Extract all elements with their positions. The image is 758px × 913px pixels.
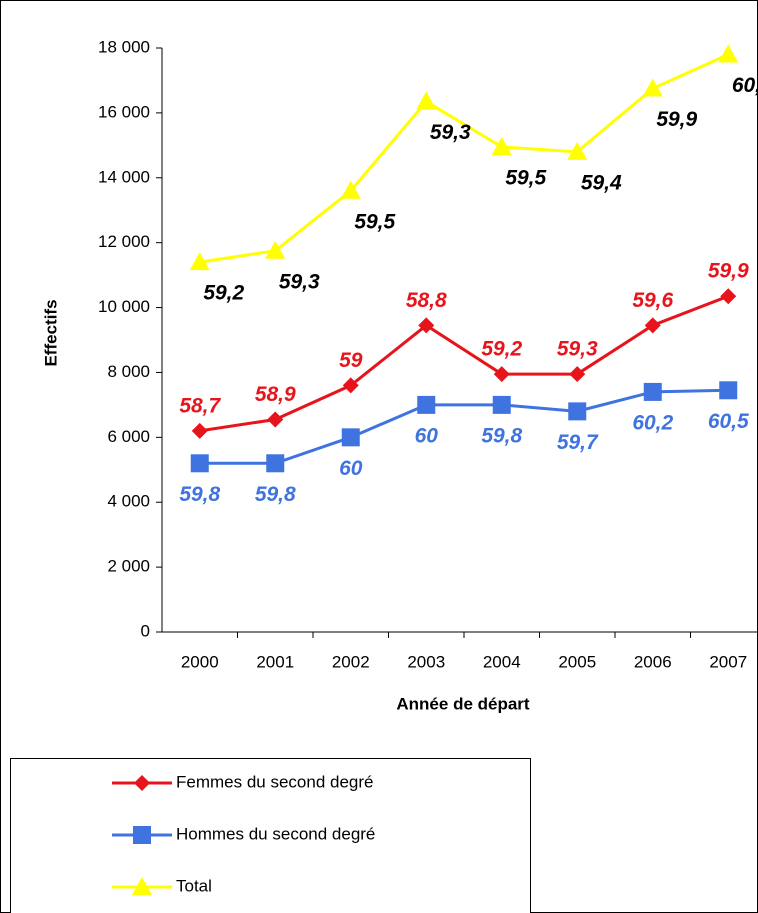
data-point [190, 454, 209, 473]
data-point [569, 366, 586, 383]
y-tick-label: 0 [141, 621, 150, 640]
data-point [568, 402, 587, 421]
data-point [267, 411, 284, 428]
data-point [643, 382, 662, 401]
data-point [491, 136, 512, 155]
data-point [719, 381, 738, 400]
y-tick-label: 2 000 [107, 557, 150, 576]
point-label: 59,3 [557, 338, 598, 361]
data-point [265, 240, 286, 259]
point-label: 59,7 [557, 431, 599, 454]
point-label: 59,6 [632, 289, 673, 312]
data-point [417, 395, 436, 414]
y-tick-label: 12 000 [98, 232, 150, 251]
y-tick-label: 4 000 [107, 492, 150, 511]
x-tick-label: 2002 [332, 652, 370, 671]
data-point [341, 428, 360, 447]
x-tick-label: 2001 [256, 652, 294, 671]
legend-marker [134, 775, 150, 791]
point-label: 60,2 [632, 411, 673, 434]
point-label: 59,3 [430, 121, 471, 144]
series-line [199, 53, 729, 264]
point-label: 60 [415, 424, 439, 447]
data-point [416, 91, 437, 110]
point-label: 59,5 [505, 167, 546, 190]
point-label: 59,5 [354, 210, 395, 233]
point-label: 59,4 [581, 171, 622, 194]
point-label: 59,8 [179, 483, 220, 506]
point-label: 60,2 [732, 74, 758, 97]
point-label: 60,5 [708, 410, 749, 433]
series-line [199, 388, 729, 465]
legend-label: Total [176, 876, 212, 895]
data-point [567, 141, 588, 160]
legend-marker [133, 826, 151, 844]
data-point [340, 180, 361, 199]
x-tick-label: 2003 [407, 652, 445, 671]
point-label: 59 [339, 349, 363, 372]
point-label: 59,9 [656, 108, 697, 131]
y-tick-label: 14 000 [98, 167, 150, 186]
y-tick-label: 6 000 [107, 427, 150, 446]
x-tick-label: 2000 [181, 652, 219, 671]
y-axis-label: Effectifs [41, 299, 60, 366]
point-label: 60 [339, 457, 363, 480]
series-line [199, 294, 729, 433]
legend-label: Hommes du second degré [176, 824, 375, 843]
point-label: 58,8 [406, 289, 447, 312]
data-point [342, 377, 359, 394]
x-tick-label: 2004 [483, 652, 521, 671]
data-point [644, 317, 661, 334]
data-point [718, 44, 739, 63]
data-point [418, 317, 435, 334]
data-point [720, 288, 737, 305]
y-tick-label: 10 000 [98, 297, 150, 316]
data-point [266, 454, 285, 473]
data-point [492, 395, 511, 414]
y-tick-label: 16 000 [98, 102, 150, 121]
data-point [642, 78, 663, 97]
x-axis-label: Année de départ [396, 694, 530, 713]
point-label: 59,3 [279, 270, 320, 293]
point-label: 59,9 [708, 260, 749, 283]
x-tick-label: 2005 [558, 652, 596, 671]
point-label: 59,8 [481, 424, 522, 447]
legend-label: Femmes du second degré [176, 772, 374, 791]
x-tick-label: 2007 [709, 652, 747, 671]
data-point [191, 422, 208, 439]
legend-box [10, 758, 531, 913]
point-label: 59,2 [203, 282, 244, 305]
y-tick-label: 8 000 [107, 362, 150, 381]
y-tick-label: 18 000 [98, 37, 150, 56]
data-point [189, 252, 210, 271]
point-label: 58,9 [255, 383, 296, 406]
data-point [493, 366, 510, 383]
point-label: 58,7 [179, 394, 221, 417]
point-label: 59,2 [481, 338, 522, 361]
x-tick-label: 2006 [634, 652, 672, 671]
legend-marker [132, 877, 152, 895]
point-label: 59,8 [255, 483, 296, 506]
